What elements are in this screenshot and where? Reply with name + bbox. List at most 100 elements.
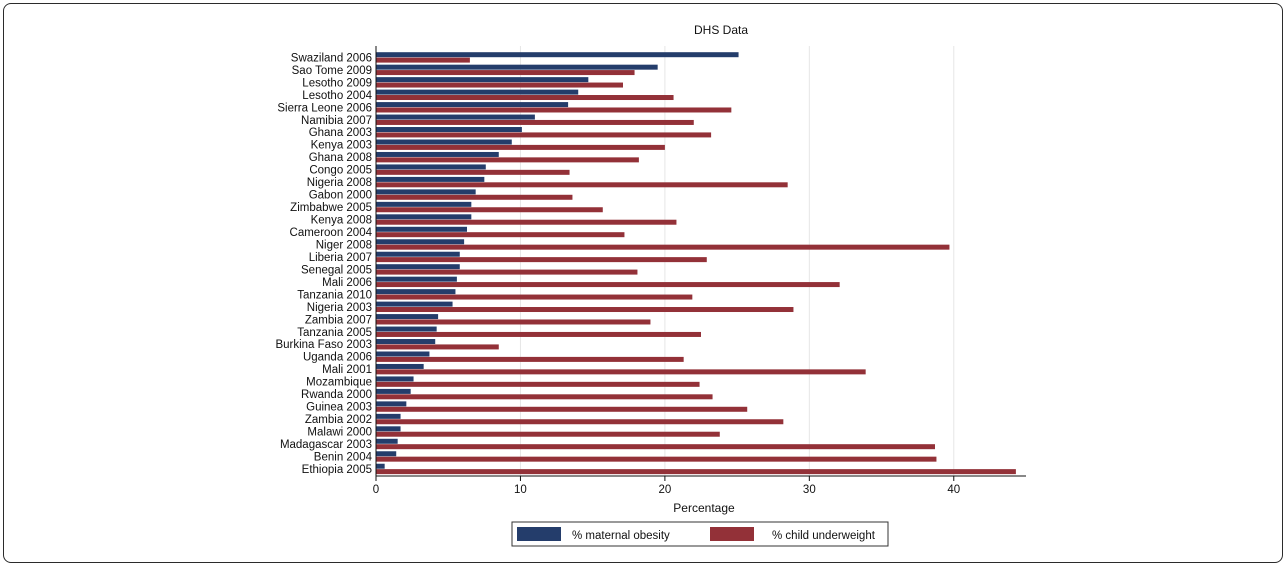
- bar-child-underweight-2: [376, 82, 623, 88]
- bar-child-underweight-7: [376, 144, 665, 150]
- bar-child-underweight-20: [376, 307, 794, 313]
- bar-child-underweight-4: [376, 107, 732, 113]
- bar-child-underweight-31: [376, 444, 935, 450]
- bar-child-underweight-9: [376, 169, 570, 175]
- bar-child-underweight-10: [376, 182, 788, 188]
- bar-maternal-obesity-11: [376, 189, 476, 195]
- bar-child-underweight-25: [376, 369, 866, 375]
- bar-child-underweight-23: [376, 344, 499, 350]
- category-label: Namibia 2007: [301, 115, 372, 127]
- category-label: Zambia 2002: [305, 414, 372, 426]
- bar-child-underweight-21: [376, 319, 651, 325]
- bar-maternal-obesity-17: [376, 264, 460, 270]
- category-label: Rwanda 2000: [301, 389, 372, 401]
- bar-maternal-obesity-9: [376, 164, 486, 170]
- bar-maternal-obesity-20: [376, 301, 453, 307]
- category-label: Mali 2006: [322, 277, 372, 289]
- bar-child-underweight-0: [376, 57, 470, 63]
- bar-maternal-obesity-0: [376, 52, 739, 58]
- x-tick-label: 40: [947, 484, 960, 496]
- x-axis-label: Percentage: [673, 501, 735, 515]
- category-label: Burkina Faso 2003: [275, 339, 372, 351]
- bar-maternal-obesity-5: [376, 114, 535, 120]
- bar-maternal-obesity-23: [376, 339, 436, 345]
- bar-child-underweight-11: [376, 194, 573, 200]
- category-label: Nigeria 2003: [307, 302, 372, 314]
- x-axis: 0 10 20 30 40: [373, 46, 1026, 496]
- category-label: Swaziland 2006: [291, 52, 372, 64]
- bar-child-underweight-29: [376, 419, 784, 425]
- category-label: Madagascar 2003: [280, 439, 372, 451]
- bar-child-underweight-6: [376, 132, 712, 138]
- bar-maternal-obesity-3: [376, 89, 579, 95]
- bar-child-underweight-32: [376, 456, 937, 462]
- bar-maternal-obesity-14: [376, 226, 467, 232]
- bar-maternal-obesity-13: [376, 214, 472, 220]
- bars: [376, 52, 1016, 475]
- bar-maternal-obesity-16: [376, 251, 460, 257]
- category-label: Benin 2004: [314, 451, 373, 463]
- bar-maternal-obesity-1: [376, 64, 658, 70]
- bar-maternal-obesity-2: [376, 77, 589, 83]
- bar-child-underweight-33: [376, 469, 1016, 475]
- category-label: Senegal 2005: [301, 264, 372, 276]
- bar-child-underweight-22: [376, 331, 701, 337]
- bar-child-underweight-14: [376, 232, 625, 238]
- category-label: Zambia 2007: [305, 314, 372, 326]
- bar-maternal-obesity-27: [376, 388, 411, 394]
- bar-child-underweight-18: [376, 282, 840, 288]
- bar-maternal-obesity-33: [376, 463, 385, 469]
- x-tick-label: 10: [514, 484, 527, 496]
- category-label: Tanzania 2010: [297, 289, 372, 301]
- bar-maternal-obesity-22: [376, 326, 437, 332]
- bar-maternal-obesity-29: [376, 413, 401, 419]
- legend-label-1: % child underweight: [772, 530, 876, 542]
- category-label: Tanzania 2005: [297, 327, 372, 339]
- bar-child-underweight-24: [376, 356, 684, 362]
- bar-child-underweight-8: [376, 157, 639, 163]
- bar-maternal-obesity-24: [376, 351, 430, 357]
- bar-maternal-obesity-18: [376, 276, 457, 282]
- bar-maternal-obesity-28: [376, 401, 407, 407]
- category-label: Ethiopia 2005: [302, 464, 372, 476]
- category-label: Mozambique: [306, 377, 372, 389]
- category-label: Gabon 2000: [309, 190, 372, 202]
- bar-maternal-obesity-12: [376, 201, 472, 207]
- category-label: Lesotho 2004: [302, 90, 372, 102]
- bar-maternal-obesity-25: [376, 363, 424, 369]
- category-label: Niger 2008: [316, 239, 372, 251]
- category-label: Sao Tome 2009: [292, 65, 372, 77]
- category-label: Lesotho 2009: [302, 77, 372, 89]
- category-label: Sierra Leone 2006: [277, 102, 372, 114]
- chart-frame: DHS Data Swaziland 2006 Sao Tome 2009 Leso…: [3, 3, 1283, 563]
- bar-child-underweight-19: [376, 294, 693, 300]
- category-label: Mali 2001: [322, 364, 372, 376]
- category-label: Kenya 2003: [311, 140, 372, 152]
- legend-swatch-1: [710, 527, 754, 541]
- bar-maternal-obesity-15: [376, 239, 465, 245]
- bar-child-underweight-30: [376, 431, 720, 437]
- category-label: Uganda 2006: [303, 352, 372, 364]
- category-label: Malawi 2000: [307, 427, 372, 439]
- chart-title: DHS Data: [694, 23, 748, 37]
- bar-child-underweight-28: [376, 406, 748, 412]
- bar-maternal-obesity-31: [376, 438, 398, 444]
- bar-child-underweight-27: [376, 394, 713, 400]
- bar-maternal-obesity-8: [376, 151, 499, 157]
- x-tick-label: 30: [803, 484, 816, 496]
- bar-maternal-obesity-19: [376, 289, 456, 295]
- legend-label-0: % maternal obesity: [572, 530, 670, 542]
- legend-swatch-0: [517, 527, 561, 541]
- category-label: Cameroon 2004: [290, 227, 373, 239]
- category-label: Ghana 2003: [309, 127, 372, 139]
- category-label: Kenya 2008: [311, 215, 372, 227]
- bar-maternal-obesity-10: [376, 176, 485, 182]
- category-label: Zimbabwe 2005: [290, 202, 372, 214]
- legend: % maternal obesity % child underweight: [511, 521, 889, 547]
- bar-child-underweight-3: [376, 95, 674, 101]
- bar-child-underweight-17: [376, 269, 638, 275]
- bar-maternal-obesity-30: [376, 426, 401, 432]
- bar-child-underweight-12: [376, 207, 603, 213]
